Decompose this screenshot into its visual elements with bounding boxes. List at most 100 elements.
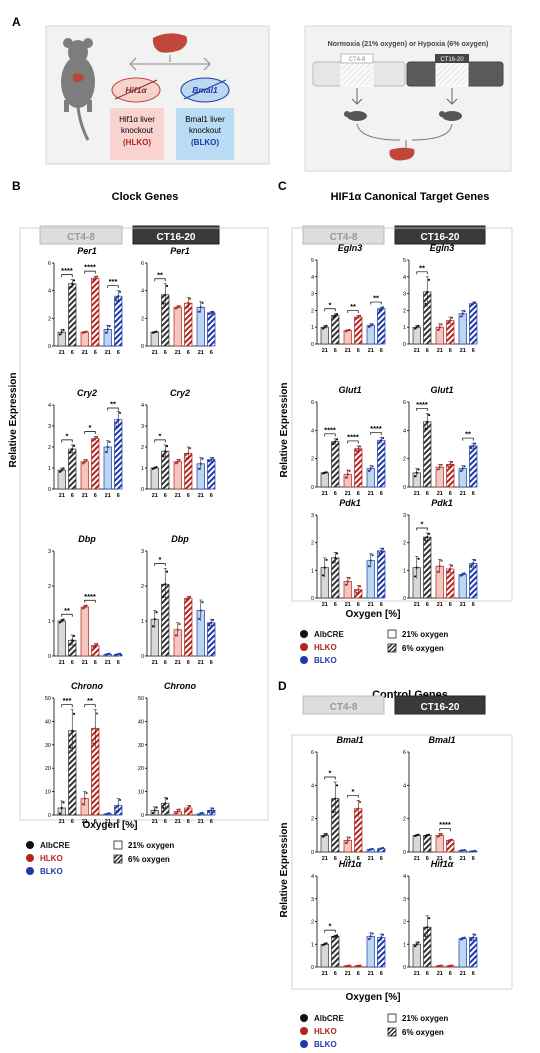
x-tick-label: 6 [426, 491, 429, 497]
bar [458, 313, 467, 345]
liver-small-icon [389, 147, 415, 161]
data-point [188, 805, 192, 808]
data-point [321, 472, 325, 475]
data-point [85, 330, 88, 333]
data-point [199, 462, 202, 465]
x-tick-label: 6 [187, 660, 190, 666]
data-point [178, 808, 181, 811]
y-tick-label: 4 [403, 275, 406, 281]
data-point [323, 834, 326, 837]
data-point [357, 807, 360, 810]
bar [354, 316, 363, 345]
x-axis-title: Oxygen [%] [82, 820, 137, 831]
bar [469, 937, 478, 968]
y-tick-label: 2 [141, 316, 144, 322]
data-point [72, 712, 76, 716]
x-tick-label: 21 [414, 491, 420, 497]
legend-genotype-label: HLKO [40, 854, 63, 863]
x-tick-label: 6 [71, 660, 74, 666]
mouse-icon [61, 38, 95, 141]
data-point [449, 567, 452, 571]
panel-title: HIF1α Canonical Target Genes [331, 191, 490, 203]
y-tick-label: 0 [141, 654, 144, 660]
data-point [346, 839, 349, 842]
x-tick-label: 6 [164, 819, 167, 825]
x-tick-label: 21 [414, 348, 420, 354]
y-tick-label: 2 [403, 541, 406, 547]
legend-dot [300, 1027, 308, 1035]
converge-lines [356, 123, 453, 148]
data-point [413, 834, 417, 838]
data-point [71, 282, 74, 285]
bar [207, 459, 216, 490]
data-point [438, 964, 441, 967]
y-tick-label: 4 [311, 428, 314, 434]
y-tick-label: 4 [403, 783, 406, 789]
legend-genotype-label: AlbCRE [314, 1014, 344, 1023]
data-point [369, 935, 372, 938]
data-point [60, 469, 63, 472]
gene-title: Hif1α [431, 859, 454, 869]
data-point [164, 293, 167, 296]
legend-genotype-label: HLKO [314, 643, 337, 652]
data-point [380, 307, 383, 310]
data-point [357, 316, 360, 319]
x-tick-label: 21 [322, 856, 328, 862]
data-point [210, 311, 213, 314]
mouse-small-icon [344, 111, 462, 121]
data-point [335, 552, 339, 555]
data-point [185, 808, 188, 811]
data-point [440, 463, 443, 466]
y-tick-label: 0 [403, 965, 406, 971]
data-point [323, 326, 326, 329]
data-point [473, 933, 477, 936]
data-point [358, 800, 362, 804]
x-tick-label: 6 [357, 491, 360, 497]
data-point [369, 559, 372, 562]
data-point [348, 964, 351, 967]
x-tick-label: 21 [82, 350, 88, 356]
data-point [118, 798, 122, 802]
y-tick-label: 0 [48, 654, 51, 660]
y-tick-label: 1 [403, 325, 406, 331]
column-header-label: CT4-8 [67, 232, 95, 243]
y-tick-label: 0 [403, 485, 406, 491]
x-tick-label: 6 [449, 856, 452, 862]
x-tick-label: 6 [94, 493, 97, 499]
data-point [62, 328, 65, 332]
y-tick-label: 2 [311, 457, 314, 463]
panel-frame [291, 227, 513, 602]
bar [150, 467, 159, 490]
panel-label-a: A [12, 15, 21, 29]
x-tick-label: 6 [71, 493, 74, 499]
x-tick-label: 6 [187, 350, 190, 356]
y-tick-label: 50 [138, 696, 144, 702]
x-tick-label: 6 [334, 971, 337, 977]
x-tick-label: 21 [322, 602, 328, 608]
chart-d-0: Bmal1 0 2 4 6 21 6 21 6 21 6 * * [311, 735, 386, 862]
data-point [332, 315, 335, 318]
x-tick-label: 6 [472, 348, 475, 354]
y-tick-label: 40 [138, 719, 144, 725]
column-header-label: CT16-20 [421, 232, 460, 243]
data-point [459, 574, 463, 577]
gene-title: Cry2 [170, 388, 190, 398]
bar [377, 937, 386, 968]
x-tick-label: 21 [437, 491, 443, 497]
bar [423, 834, 432, 853]
data-point [208, 460, 211, 463]
bar [57, 620, 66, 657]
x-tick-label: 21 [152, 350, 158, 356]
x-tick-label: 6 [164, 660, 167, 666]
gene-title: Chrono [71, 681, 103, 691]
significance-bracket [370, 432, 382, 435]
x-tick-label: 6 [357, 971, 360, 977]
data-point [461, 937, 464, 940]
x-tick-label: 6 [380, 602, 383, 608]
data-point [325, 324, 328, 327]
data-point [344, 476, 348, 479]
data-point [369, 848, 372, 851]
data-point [461, 573, 464, 576]
panel-title: Clock Genes [112, 191, 179, 203]
ct-a-tag-label: CT4-8 [349, 57, 366, 63]
